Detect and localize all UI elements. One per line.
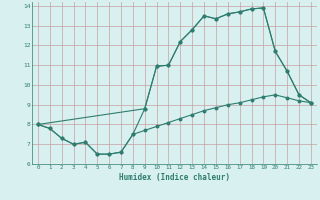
X-axis label: Humidex (Indice chaleur): Humidex (Indice chaleur) — [119, 173, 230, 182]
